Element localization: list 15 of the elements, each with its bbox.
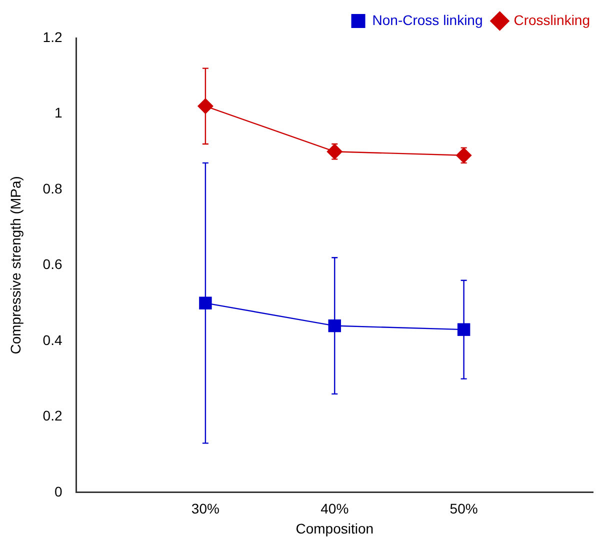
legend-label: Crosslinking (514, 12, 590, 28)
x-tick-label: 30% (191, 500, 220, 517)
x-tick-label: 40% (320, 500, 349, 517)
x-axis-title: Composition (296, 520, 374, 536)
y-tick-label: 0.8 (42, 180, 62, 196)
point (199, 296, 212, 310)
legend-label: Non-Cross linking (372, 12, 483, 28)
x-tick-label: 50% (450, 500, 478, 517)
y-tick-label: 0.2 (42, 408, 62, 424)
y-axis-title: Compressive strength (MPa) (7, 176, 24, 354)
y-tick-label: 0 (54, 483, 62, 500)
y-tick-label: 1 (54, 104, 62, 121)
y-tick-label: 1.2 (42, 28, 62, 45)
y-tick-label: 0.4 (42, 332, 62, 348)
y-tick-label: 0.6 (42, 256, 62, 272)
